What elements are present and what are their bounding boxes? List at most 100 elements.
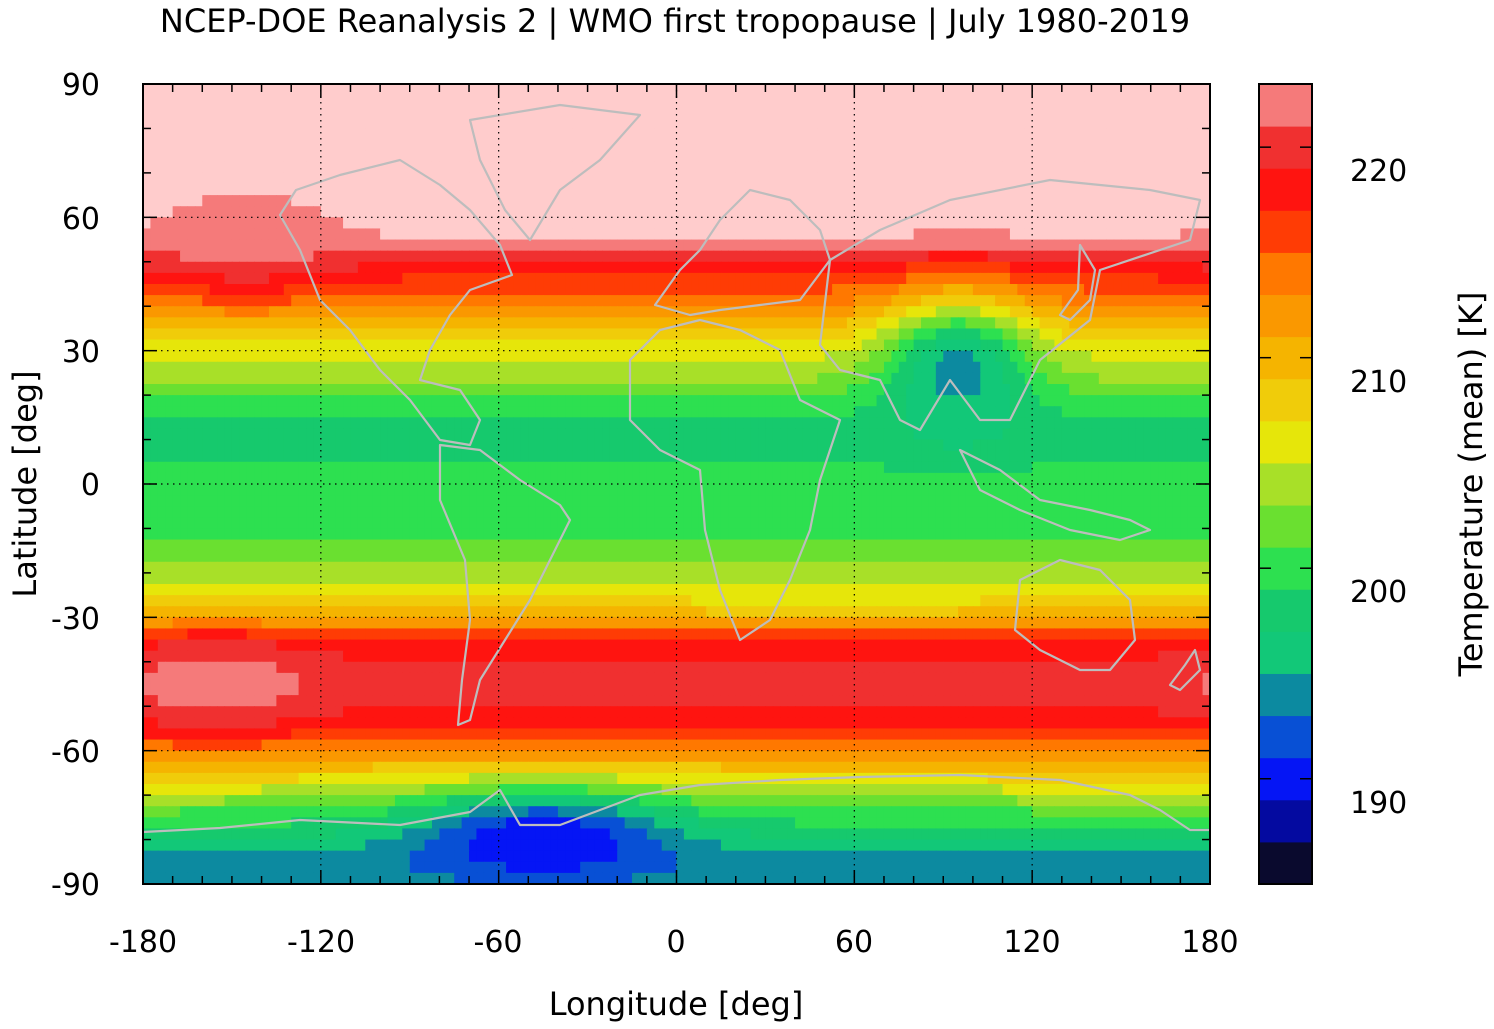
heatmap-cell <box>157 228 166 241</box>
heatmap-cell <box>676 295 685 307</box>
heatmap-cell <box>187 150 196 163</box>
heatmap-cell <box>787 228 796 241</box>
heatmap-cell <box>1032 261 1041 274</box>
heatmap-cell <box>698 428 707 441</box>
heatmap-cell <box>194 128 203 141</box>
heatmap-cell <box>1039 295 1048 307</box>
heatmap-cell <box>150 328 159 341</box>
heatmap-cell <box>1076 306 1085 318</box>
heatmap-cell <box>758 317 767 330</box>
heatmap-cell <box>1143 361 1152 374</box>
heatmap-cell <box>750 139 759 152</box>
heatmap-cell <box>520 406 529 418</box>
heatmap-cell <box>439 317 448 330</box>
heatmap-cell <box>1113 372 1122 385</box>
heatmap-cell <box>876 417 885 430</box>
heatmap-cell <box>254 439 263 452</box>
heatmap-cell <box>231 272 240 285</box>
heatmap-cell <box>958 84 967 96</box>
heatmap-cell <box>802 361 811 374</box>
heatmap-cell <box>639 106 648 118</box>
heatmap-cell <box>387 195 396 207</box>
heatmap-cell <box>1084 184 1093 196</box>
heatmap-cell <box>402 228 411 241</box>
heatmap-cell <box>854 361 863 374</box>
heatmap-cell <box>817 261 826 274</box>
heatmap-cell <box>876 372 885 385</box>
heatmap-cell <box>1039 328 1048 341</box>
heatmap-cell <box>676 150 685 163</box>
heatmap-cell <box>1002 128 1011 141</box>
heatmap-cell <box>417 350 426 363</box>
heatmap-cell <box>839 172 848 185</box>
heatmap-cell <box>1135 395 1144 407</box>
heatmap-cell <box>876 395 885 407</box>
heatmap-cell <box>646 228 655 241</box>
heatmap-cell <box>669 361 678 374</box>
heatmap-cell <box>639 439 648 452</box>
heatmap-cell <box>713 384 722 396</box>
heatmap-cell <box>254 206 263 218</box>
heatmap-cell <box>750 228 759 241</box>
heatmap-cell <box>891 195 900 207</box>
heatmap-cell <box>1121 395 1130 407</box>
heatmap-cell <box>691 406 700 418</box>
heatmap-cell <box>795 239 804 252</box>
heatmap-cell <box>958 195 967 207</box>
heatmap-cell <box>224 106 233 118</box>
heatmap-cell <box>1158 195 1167 207</box>
heatmap-cell <box>1165 372 1174 385</box>
heatmap-cell <box>298 328 307 341</box>
heatmap-cell <box>683 250 692 263</box>
heatmap-cell <box>550 228 559 241</box>
heatmap-cell <box>617 272 626 285</box>
heatmap-cell <box>1202 395 1210 407</box>
heatmap-cell <box>209 161 218 174</box>
heatmap-cell <box>254 84 263 96</box>
heatmap-cell <box>735 339 744 352</box>
heatmap-cell <box>224 428 233 441</box>
heatmap-cell <box>172 328 181 341</box>
heatmap-cell <box>306 450 315 463</box>
heatmap-cell <box>950 306 959 318</box>
heatmap-cell <box>832 317 841 330</box>
heatmap-cell <box>239 395 248 407</box>
heatmap-cell <box>306 95 315 107</box>
heatmap-cell <box>1098 139 1107 152</box>
heatmap-cell <box>1002 395 1011 407</box>
heatmap-cell <box>1061 384 1070 396</box>
heatmap-cell <box>1150 139 1159 152</box>
heatmap-cell <box>1143 384 1152 396</box>
heatmap-cell <box>965 117 974 130</box>
heatmap-cell <box>557 106 566 118</box>
heatmap-cell <box>557 195 566 207</box>
heatmap-cell <box>246 117 255 130</box>
heatmap-cell <box>1106 217 1115 230</box>
heatmap-cell <box>454 350 463 363</box>
heatmap-cell <box>617 284 626 296</box>
heatmap-cell <box>1113 117 1122 130</box>
heatmap-cell <box>609 161 618 174</box>
heatmap-cell <box>143 306 152 318</box>
heatmap-cell <box>854 206 863 218</box>
heatmap-cell <box>698 272 707 285</box>
heatmap-cell <box>883 261 892 274</box>
heatmap-cell <box>476 328 485 341</box>
heatmap-cell <box>1143 284 1152 296</box>
heatmap-cell <box>580 184 589 196</box>
heatmap-cell <box>1202 195 1210 207</box>
heatmap-cell <box>1069 417 1078 430</box>
heatmap-cell <box>632 428 641 441</box>
heatmap-cell <box>906 117 915 130</box>
heatmap-cell <box>446 106 455 118</box>
heatmap-cell <box>632 184 641 196</box>
heatmap-cell <box>972 339 981 352</box>
heatmap-cell <box>1054 217 1063 230</box>
heatmap-cell <box>417 161 426 174</box>
heatmap-cell <box>928 139 937 152</box>
heatmap-cell <box>602 350 611 363</box>
heatmap-cell <box>609 361 618 374</box>
heatmap-cell <box>876 428 885 441</box>
heatmap-cell <box>1180 450 1189 463</box>
heatmap-cell <box>1150 439 1159 452</box>
